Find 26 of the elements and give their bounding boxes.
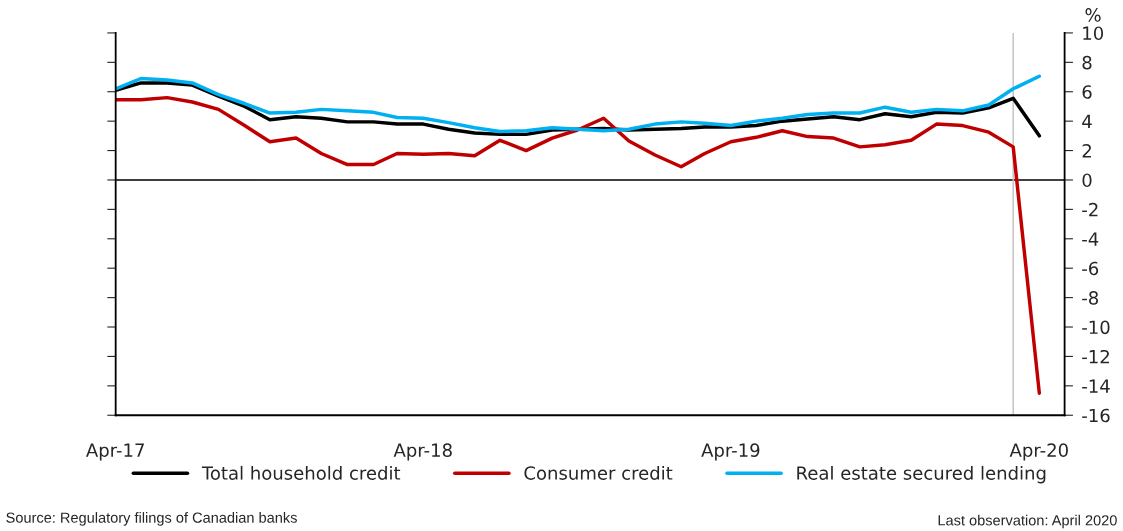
y-tick-label: -8	[1082, 291, 1099, 305]
y-tick-label: 4	[1082, 114, 1092, 129]
line-series	[115, 74, 1042, 134]
x-tick-label: Apr-18	[393, 443, 452, 461]
y-tick-label: 6	[1082, 85, 1092, 99]
y-axis-title: %	[1085, 8, 1101, 22]
x-tick-label: Apr-19	[701, 443, 760, 461]
y-tick-label: -12	[1082, 349, 1109, 364]
source-note: Source: Regulatory filings of Canadian banks	[6, 512, 297, 526]
y-tick-label: -4	[1082, 232, 1099, 246]
y-tick-label: 0	[1082, 173, 1092, 188]
y-tick-label: -6	[1082, 261, 1099, 276]
y-tick-label: 2	[1082, 144, 1091, 158]
legend-label: Total household credit	[201, 465, 401, 480]
y-tick-label: 10	[1083, 26, 1104, 41]
line-series	[115, 95, 1042, 395]
legend-label: Consumer credit	[524, 465, 673, 480]
y-tick-label: -16	[1082, 408, 1110, 423]
text: Last observation: April 2020	[938, 514, 1117, 529]
y-tick-label: 8	[1082, 55, 1092, 70]
x-tick-label: Apr-17	[86, 443, 144, 461]
y-tick-label: -14	[1082, 379, 1110, 393]
y-tick-label: -10	[1082, 320, 1110, 335]
y-tick-label: -2	[1082, 202, 1098, 217]
x-tick-label: Apr-20	[1009, 443, 1068, 461]
legend-label: Real estate secured lending	[797, 465, 1046, 484]
